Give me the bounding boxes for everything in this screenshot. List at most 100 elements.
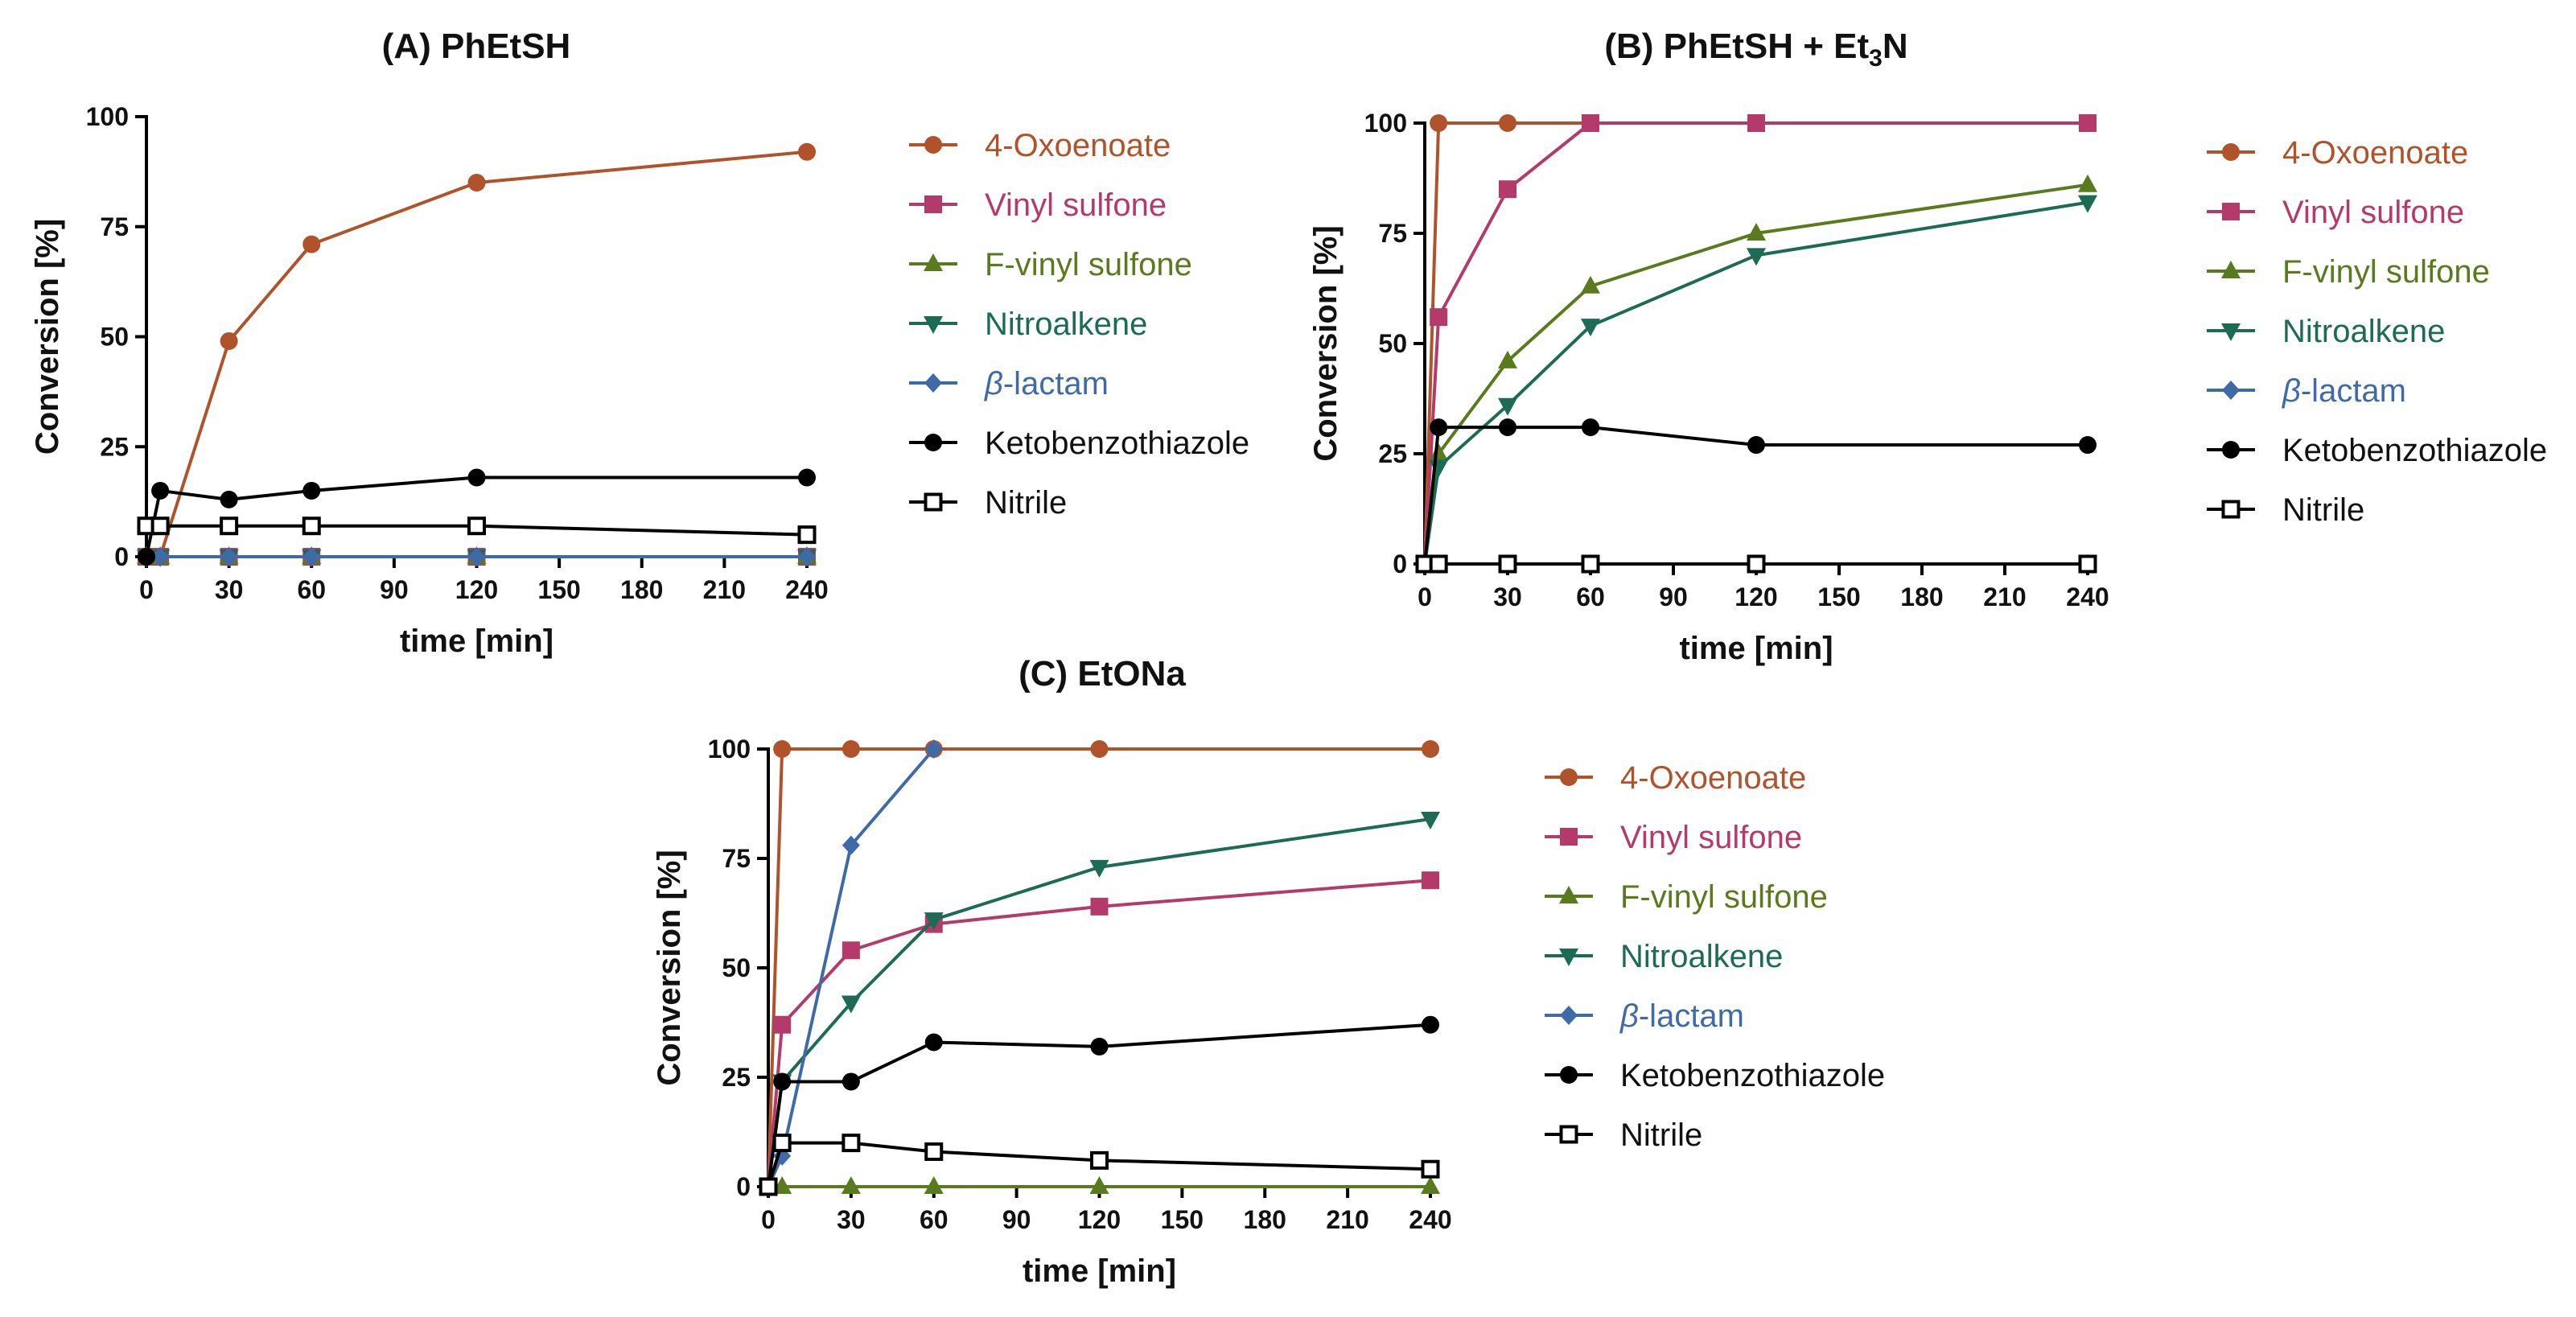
data-point — [220, 547, 238, 566]
data-point — [1499, 180, 1516, 199]
data-point — [1430, 114, 1448, 132]
x-tick-label: 90 — [1659, 582, 1688, 611]
x-tick-label: 210 — [1983, 582, 2026, 611]
legend-item: F-vinyl sulfone — [2207, 254, 2490, 290]
legend-item: Nitrile — [2207, 492, 2364, 528]
y-tick-label: 75 — [722, 844, 751, 873]
chart-panel-a: (A) PhEtSH 0 25 50 75 100 0 30 60 90 120 150 180 210 2… — [30, 27, 1249, 659]
data-point — [773, 740, 792, 758]
legend-item: β-lactam — [909, 366, 1109, 401]
legend-label: β-lactam — [1619, 998, 1744, 1034]
data-point — [924, 739, 943, 759]
data-point — [2079, 114, 2097, 132]
data-point — [1090, 1037, 1109, 1056]
data-point — [467, 174, 486, 192]
x-tick-label: 150 — [1161, 1205, 1204, 1234]
data-point — [1747, 554, 1766, 574]
data-point — [1582, 418, 1599, 437]
data-point — [842, 1072, 860, 1091]
x-tick-label: 60 — [920, 1205, 949, 1234]
x-tick-label: 120 — [1078, 1205, 1121, 1234]
legend-item: Ketobenzothiazole — [2207, 433, 2547, 468]
y-tick-label: 25 — [1378, 439, 1407, 468]
legend-item: F-vinyl sulfone — [1545, 879, 1828, 915]
legend-label: Vinyl sulfone — [2282, 195, 2464, 230]
chart-title: (C) EtONa — [1018, 654, 1186, 693]
data-point — [467, 517, 486, 536]
legend-marker — [1559, 1125, 1578, 1144]
data-point — [1430, 308, 1448, 327]
legend-marker — [1560, 768, 1578, 786]
legend-item: Ketobenzothiazole — [1545, 1058, 1885, 1093]
legend-marker — [2222, 441, 2240, 459]
y-tick-label: 100 — [86, 102, 129, 131]
legend-label: Vinyl sulfone — [1620, 820, 1802, 855]
legend-item: β-lactam — [2207, 373, 2406, 409]
legend-item: 4-Oxoenoate — [2207, 135, 2468, 171]
data-point — [302, 481, 321, 500]
data-point — [842, 740, 860, 758]
legend-label: Nitrile — [2282, 492, 2364, 528]
data-point — [2078, 195, 2097, 213]
data-point — [773, 1015, 792, 1034]
x-tick-label: 180 — [620, 575, 663, 604]
series-line — [145, 475, 807, 558]
legend-item: Vinyl sulfone — [909, 187, 1167, 223]
data-point — [759, 1177, 778, 1196]
x-tick-label: 90 — [1002, 1205, 1031, 1234]
data-point — [1422, 871, 1439, 890]
legend-item: Ketobenzothiazole — [909, 426, 1249, 461]
x-tick-label: 210 — [703, 575, 746, 604]
legend-label: 4-Oxoenoate — [985, 128, 1171, 163]
x-tick-label: 30 — [1493, 582, 1522, 611]
x-tick-label: 90 — [380, 575, 409, 604]
x-tick-label: 180 — [1244, 1205, 1286, 1234]
legend-label: Nitroalkene — [985, 307, 1147, 342]
y-tick-label: 75 — [100, 212, 129, 241]
y-axis-title: Conversion [%] — [30, 219, 65, 455]
data-point — [1422, 1015, 1439, 1034]
data-point — [842, 941, 860, 960]
legend-item: β-lactam — [1545, 998, 1744, 1034]
data-point — [1747, 248, 1766, 266]
y-tick-label: 75 — [1378, 219, 1407, 248]
data-point — [841, 1176, 861, 1194]
data-point — [841, 995, 861, 1014]
x-tick-label: 180 — [1900, 582, 1943, 611]
data-point — [1582, 114, 1599, 132]
series-line — [1423, 121, 2088, 565]
series-ketobenzothiazole — [138, 468, 816, 566]
y-tick-label: 0 — [114, 542, 129, 571]
legend: 4-Oxoenoate Vinyl sulfone F-vinyl sulfone N… — [909, 128, 1249, 521]
legend-label: Vinyl sulfone — [985, 187, 1167, 223]
legend-marker — [1560, 828, 1578, 846]
y-tick-label: 50 — [100, 323, 129, 352]
data-point — [1090, 1150, 1109, 1170]
data-point — [1499, 114, 1516, 132]
legend-marker — [2221, 261, 2241, 278]
legend-item: Nitroalkene — [1545, 939, 1783, 974]
series-line — [767, 1023, 1431, 1187]
x-tick-label: 150 — [1817, 582, 1860, 611]
x-tick-label: 30 — [837, 1205, 866, 1234]
data-point — [1421, 812, 1440, 830]
legend-item: Vinyl sulfone — [2207, 195, 2464, 230]
x-axis-title: time [min] — [1023, 1253, 1176, 1289]
legend-label: Nitroalkene — [2282, 314, 2445, 349]
series-line — [767, 747, 1430, 1187]
data-point — [1430, 418, 1448, 437]
x-tick-label: 0 — [761, 1205, 776, 1234]
data-point — [772, 1134, 792, 1153]
data-point — [150, 517, 170, 536]
data-point — [1421, 1176, 1440, 1194]
data-point — [798, 468, 816, 487]
data-point — [220, 490, 238, 508]
data-point — [2078, 554, 2097, 574]
data-point — [302, 547, 321, 566]
data-point — [467, 468, 486, 487]
legend-marker — [924, 373, 942, 393]
data-point — [924, 912, 944, 931]
legend-label: F-vinyl sulfone — [2282, 254, 2490, 290]
data-point — [842, 835, 860, 855]
